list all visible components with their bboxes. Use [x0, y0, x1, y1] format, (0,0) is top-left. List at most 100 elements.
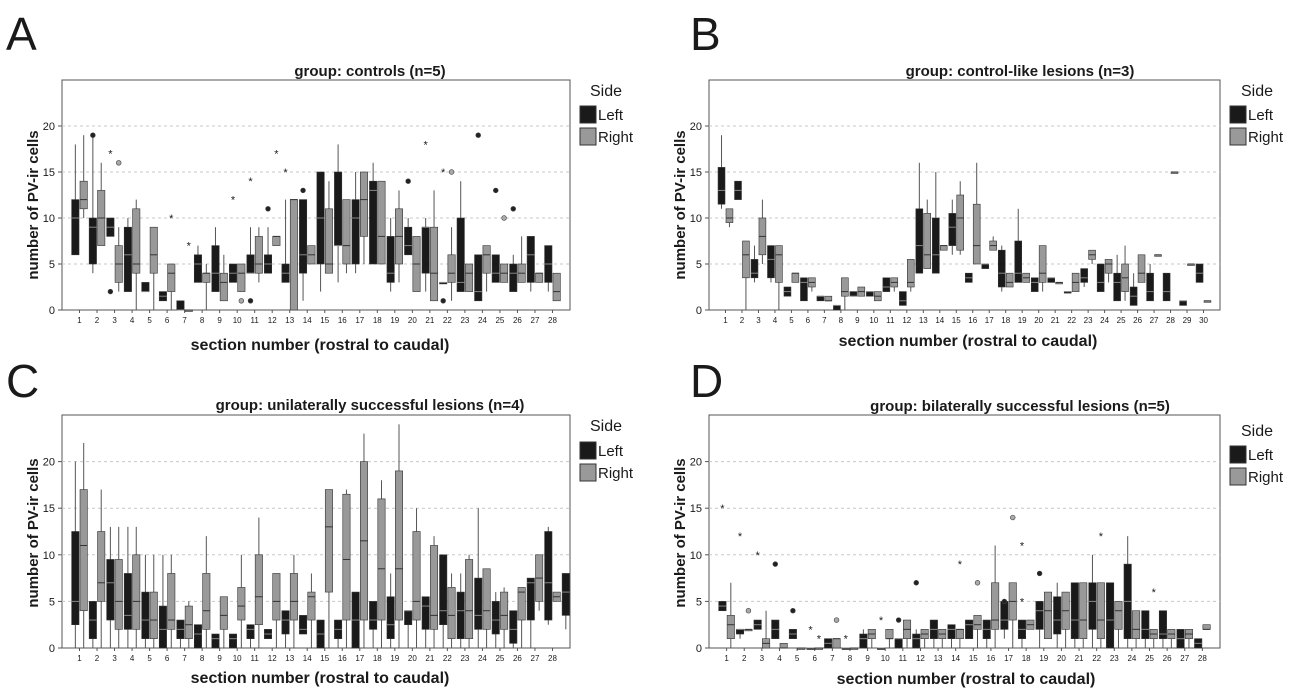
outlier-circle	[107, 288, 114, 295]
box-left	[474, 577, 483, 630]
x-tick-label: 5	[147, 316, 152, 325]
legend-swatch-right-d	[1229, 467, 1247, 486]
x-tick-label: 12	[268, 316, 277, 325]
x-tick-label: 30	[1199, 316, 1208, 325]
box-right	[202, 272, 211, 283]
outlier-star: *	[817, 634, 822, 646]
x-tick-label: 18	[373, 654, 382, 663]
box-left	[491, 254, 500, 283]
box-left	[334, 171, 343, 246]
x-tick-label: 13	[934, 654, 943, 663]
x-tick-label: 1	[724, 654, 729, 663]
outlier-circle	[300, 187, 306, 194]
box-left	[1141, 610, 1150, 639]
x-tick-label: 7	[830, 654, 835, 663]
box-right	[500, 591, 509, 630]
outlier-star: *	[169, 213, 174, 225]
box-left	[1080, 268, 1088, 283]
box-left	[750, 259, 759, 279]
box-left	[421, 226, 430, 274]
outlier-circle	[1010, 514, 1016, 521]
box-right	[535, 272, 544, 283]
box-right	[832, 638, 841, 649]
box-left	[965, 619, 974, 639]
x-tick-label: 7	[822, 316, 827, 325]
box-left	[386, 236, 395, 283]
box-right	[1104, 259, 1113, 274]
box-right	[254, 236, 263, 274]
y-tick-label: 10	[690, 213, 702, 225]
x-tick-label: 20	[408, 654, 417, 663]
box-right	[972, 203, 981, 265]
outlier-circle	[475, 132, 481, 138]
y-tick-label: 20	[690, 457, 702, 469]
legend-label-right-b: Right	[1248, 129, 1284, 146]
box-left	[299, 199, 308, 274]
legend-swatch-left-d	[1229, 445, 1247, 464]
plot-frame-a	[61, 79, 571, 311]
x-tick-label: 6	[812, 654, 817, 663]
box-left	[1113, 272, 1121, 302]
x-tick-label: 2	[95, 316, 100, 325]
legend-swatch-right-c	[579, 463, 597, 482]
box-left	[123, 226, 132, 292]
x-tick-label: 25	[495, 654, 504, 663]
x-axis-label-b: section number (rostral to caudal)	[839, 333, 1098, 350]
legend-swatch-left-b	[1229, 105, 1247, 124]
box-left	[141, 591, 150, 639]
x-tick-label: 27	[531, 316, 540, 325]
legend-swatch-right-a	[579, 127, 597, 146]
x-tick-label: 9	[865, 654, 870, 663]
x-tick-label: 24	[478, 654, 487, 663]
panel-letter-c: C	[6, 355, 39, 407]
x-tick-label: 23	[1110, 654, 1119, 663]
x-tick-label: 8	[200, 316, 205, 325]
x-tick-label: 3	[112, 654, 117, 663]
box-left	[736, 629, 745, 635]
outlier-circle	[974, 580, 981, 586]
box-left	[404, 226, 413, 256]
box-right	[272, 236, 281, 246]
box-right	[254, 554, 263, 625]
box-right	[726, 615, 735, 639]
box-left	[1053, 596, 1062, 635]
y-axis-label-b: number of PV-ir cells	[672, 130, 689, 279]
box-right	[97, 531, 106, 602]
x-tick-label: 19	[390, 316, 399, 325]
x-axis-label-a: section number (rostral to caudal)	[191, 337, 450, 354]
box-right	[132, 554, 141, 630]
legend-label-left-b: Left	[1248, 107, 1274, 124]
box-right	[1096, 582, 1105, 639]
x-tick-label: 13	[285, 316, 294, 325]
box-left	[123, 573, 132, 630]
box-left	[981, 263, 990, 269]
x-tick-label: 24	[478, 316, 487, 325]
x-tick-label: 13	[919, 316, 928, 325]
outlier-circle	[895, 617, 902, 623]
y-tick-label: 15	[43, 167, 55, 179]
panel-d: D group: bilaterally successful lesions …	[672, 355, 1284, 688]
box-right	[430, 545, 439, 630]
box-right	[1132, 610, 1141, 639]
outlier-star: *	[424, 139, 429, 151]
outlier-star: *	[1020, 540, 1025, 552]
box-right	[517, 587, 526, 621]
box-left	[1047, 277, 1055, 283]
box-right	[342, 493, 351, 621]
x-tick-label: 10	[881, 654, 890, 663]
box-right	[775, 245, 783, 283]
x-tick-label: 4	[777, 654, 782, 663]
chart-title-b: group: control-like lesions (n=3)	[906, 63, 1135, 80]
x-tick-label: 8	[839, 316, 844, 325]
outlier-circle	[238, 298, 245, 304]
x-tick-label: 29	[1183, 316, 1192, 325]
x-tick-label: 10	[233, 316, 242, 325]
outlier-circle	[833, 617, 840, 623]
box-right	[465, 263, 474, 292]
y-tick-label: 15	[43, 503, 55, 515]
box-left	[816, 295, 825, 302]
box-right	[991, 582, 1000, 630]
x-tick-label: 27	[1180, 654, 1189, 663]
box-right	[791, 272, 800, 283]
